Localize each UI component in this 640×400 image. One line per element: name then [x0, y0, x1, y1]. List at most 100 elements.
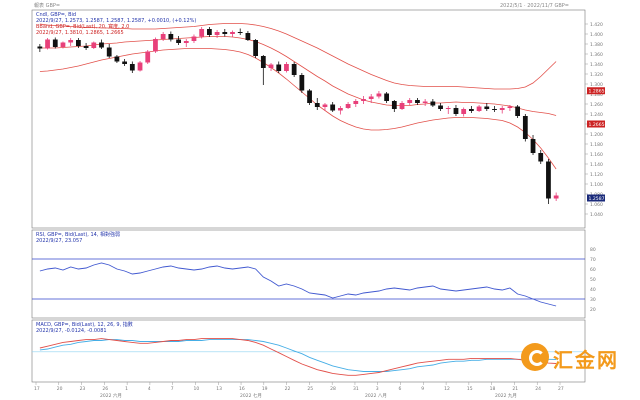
candle-body	[492, 109, 497, 110]
candle-body	[153, 39, 158, 52]
candle-body	[168, 34, 174, 40]
candle-body	[445, 108, 451, 109]
candle-body	[68, 40, 74, 43]
candle-body	[176, 39, 181, 43]
candle-body	[183, 41, 189, 43]
candle-body	[268, 64, 274, 68]
candle-body	[422, 101, 428, 103]
candle-body	[461, 109, 467, 114]
macd-panel	[31, 319, 586, 383]
price-ytick-label: 1.280	[590, 92, 603, 98]
candle-body	[330, 104, 336, 111]
x-tick-label: 15	[467, 386, 473, 392]
price-ytick-label: 1.360	[590, 52, 603, 58]
x-tick-label: 19	[262, 386, 268, 392]
candle-body	[106, 47, 112, 57]
candle-body	[384, 93, 390, 101]
x-tick-label: 18	[490, 386, 496, 392]
x-tick-label: 24	[535, 386, 541, 392]
price-highlight-label: 1.2587	[589, 196, 605, 202]
x-tick-label: 31	[353, 386, 359, 392]
candle-body	[353, 101, 359, 104]
x-tick-label: 3	[376, 386, 379, 392]
macd-label: MACD, GBP=, Bid(Last), 12, 26, 9, 指數	[36, 322, 133, 328]
price-ytick-label: 1.120	[590, 172, 603, 178]
price-panel-frame	[31, 9, 586, 229]
price-ytick-label: 1.380	[590, 42, 603, 48]
candle-body	[191, 36, 197, 41]
x-tick-label: 1	[125, 386, 128, 392]
candle-body	[368, 96, 374, 99]
x-tick-label: 20	[57, 386, 63, 392]
price-highlight-label: 1.2665	[589, 122, 605, 128]
x-month-label: 2022 七月	[240, 392, 262, 399]
price-ytick-label: 1.400	[590, 32, 603, 38]
x-month-label: 2022 六月	[100, 392, 122, 399]
macd-signal-line	[39, 339, 557, 372]
bband-label: BBand, GBP=, Bid(Last), 20, 寬度, 2.0	[36, 24, 130, 30]
bband-values: 2022/9/27, 1.3810, 1.2865, 1.2665	[36, 30, 124, 36]
x-month-label: 2022 八月	[365, 393, 387, 399]
candle-body	[199, 29, 205, 37]
candle-body	[345, 104, 351, 108]
x-tick-label: 26	[102, 386, 108, 392]
upper-band-line	[39, 23, 557, 90]
top-right-caption: 2022/5/1 · 2022/11/7 GBP=	[500, 3, 569, 9]
x-tick-label: 12	[444, 386, 450, 392]
candle-body	[222, 32, 228, 34]
x-tick-label: 23	[80, 386, 86, 392]
candle-body	[415, 100, 420, 103]
rsi-line	[39, 262, 557, 307]
candle-body	[91, 42, 97, 48]
price-highlight-box	[587, 194, 605, 202]
candle-body	[291, 64, 297, 75]
candle-body	[476, 106, 482, 111]
rsi-ytick-label: 60	[590, 267, 596, 273]
candle-body	[45, 39, 50, 49]
price-ytick-label: 1.060	[590, 202, 603, 208]
logo-badge-icon	[521, 343, 549, 371]
candle-body	[337, 108, 343, 111]
price-highlight-box	[587, 120, 605, 128]
candle-body	[260, 56, 266, 68]
rsi-ytick-label: 50	[590, 277, 596, 283]
candle-body	[122, 61, 128, 64]
price-ytick-label: 1.200	[590, 132, 603, 138]
rsi-ytick-label: 30	[590, 297, 596, 303]
rsi-label: RSI, GBP=, Bid(Last), 14, 相對強弱	[36, 232, 121, 238]
price-panel: 1.420 1.400 1.380 1.360 1.340 1.320 1.300 1.280…	[31, 9, 605, 229]
price-ytick-label: 1.100	[590, 182, 603, 188]
price-ytick-label: 1.160	[590, 152, 603, 158]
price-ytick-label: 1.140	[590, 162, 603, 168]
candle-body	[322, 104, 328, 107]
candle-body	[538, 153, 544, 162]
candle-body	[391, 101, 397, 109]
macd-values: 2022/9/27, -0.0124, -0.0081	[36, 328, 107, 334]
rsi-values: 2022/9/27, 23.057	[36, 238, 83, 244]
candle-body	[206, 29, 212, 35]
candle-body	[314, 103, 320, 107]
candle-body	[129, 64, 135, 71]
candle-body	[453, 108, 459, 114]
x-tick-label: 21	[512, 386, 518, 392]
x-tick-label: 13	[216, 386, 222, 392]
x-tick-label: 22	[285, 386, 291, 392]
candle-body	[468, 109, 474, 111]
candle-body	[276, 64, 282, 71]
candle-body	[430, 101, 436, 106]
macd-line	[39, 338, 557, 376]
logo-text: 汇金网	[553, 348, 619, 372]
candle-body	[553, 195, 559, 199]
macd-panel-frame	[31, 319, 586, 383]
candle-body	[214, 32, 220, 35]
candle-body	[253, 40, 259, 56]
candle-body	[546, 161, 551, 199]
rsi-ytick-label: 40	[590, 287, 596, 293]
candle-body	[361, 99, 366, 101]
price-ytick-label: 1.420	[590, 22, 603, 28]
candle-body	[145, 51, 151, 63]
rsi-ytick-label: 20	[590, 307, 596, 313]
price-ytick-label: 1.260	[590, 102, 603, 108]
rsi-ytick-label: 80	[590, 247, 596, 253]
x-tick-label: 25	[307, 386, 313, 392]
